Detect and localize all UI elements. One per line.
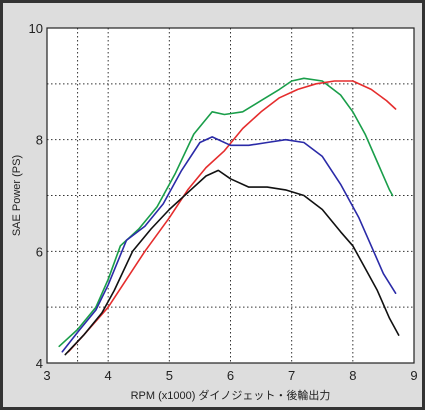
y-tick-labels: 4 6 8 10 (29, 21, 43, 371)
y-axis-title: SAE Power (PS) (11, 155, 23, 236)
y-tick-label: 4 (36, 356, 43, 371)
y-tick-label: 6 (36, 244, 43, 259)
x-tick-label: 8 (349, 368, 356, 383)
series-lines (58, 77, 400, 356)
x-tick-label: 3 (43, 368, 50, 383)
x-axis-title: RPM (x1000) ダイノジェット・後輪出力 (131, 388, 331, 402)
series-line-1 (58, 77, 394, 348)
x-tick-label: 6 (227, 368, 234, 383)
x-tick-label: 9 (410, 368, 417, 383)
x-tick-label: 7 (288, 368, 295, 383)
y-tick-label: 10 (29, 21, 43, 36)
plot-border (46, 27, 415, 364)
series-line-3 (61, 136, 397, 353)
x-tick-label: 5 (166, 368, 173, 383)
series-line-4 (64, 169, 400, 356)
y-tick-label: 8 (36, 133, 43, 148)
x-tick-label: 4 (105, 368, 112, 383)
series-line-2 (67, 80, 397, 353)
x-tick-labels: 3 4 5 6 7 8 9 (43, 368, 417, 383)
